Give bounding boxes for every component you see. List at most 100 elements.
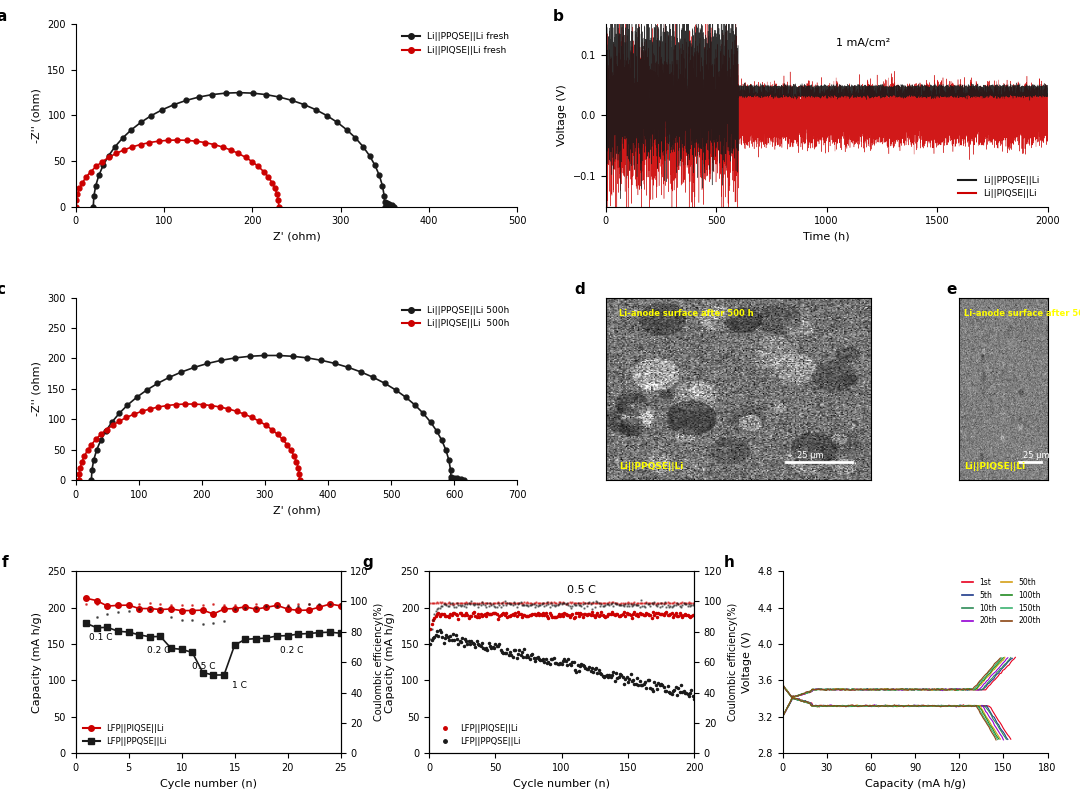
LFP||PPQSE||Li — [122, 627, 135, 637]
LFP||PIQSE||Li — [91, 596, 104, 606]
Legend: Li||PPQSE||Li 500h, Li||PIQSE||Li  500h: Li||PPQSE||Li 500h, Li||PIQSE||Li 500h — [399, 302, 513, 332]
Legend: 1st, 5th, 10th, 20th, 50th, 100th, 150th, 200th: 1st, 5th, 10th, 20th, 50th, 100th, 150th… — [959, 575, 1043, 629]
Y-axis label: Capacity (mA h/g): Capacity (mA h/g) — [386, 612, 395, 713]
Text: 1 mA/cm²: 1 mA/cm² — [836, 38, 890, 48]
Y-axis label: Coulombic efficiency(%): Coulombic efficiency(%) — [375, 603, 384, 721]
LFP||PPQSE||Li — [80, 618, 93, 628]
Text: 25 μm: 25 μm — [797, 451, 823, 460]
X-axis label: Z' (ohm): Z' (ohm) — [272, 232, 321, 242]
Line: LFP||PIQSE||Li: LFP||PIQSE||Li — [429, 610, 697, 632]
Text: h: h — [725, 556, 735, 570]
Y-axis label: Voltage (V): Voltage (V) — [557, 84, 567, 147]
LFP||PPQSE||Li — [186, 647, 199, 657]
LFP||PPQSE||Li — [197, 667, 210, 677]
LFP||PPQSE||Li — [133, 630, 146, 640]
LFP||PIQSE||Li — [144, 603, 157, 613]
LFP||PPQSE||Li — [154, 632, 167, 642]
LFP||PPQSE||Li — [100, 622, 113, 632]
LFP||PIQSE||Li — [207, 609, 220, 619]
LFP||PPQSE||Li — [313, 628, 326, 637]
Text: 0.5 C: 0.5 C — [192, 663, 216, 671]
LFP||PIQSE||Li — [495, 610, 508, 620]
Text: 0.5 C: 0.5 C — [567, 585, 596, 595]
Y-axis label: Capacity (mA h/g): Capacity (mA h/g) — [31, 612, 42, 713]
Text: c: c — [0, 282, 5, 297]
LFP||PPQSE||Li — [474, 642, 487, 651]
Legend: LFP||PIQSE||Li, LFP||PPQSE||Li: LFP||PIQSE||Li, LFP||PPQSE||Li — [433, 720, 524, 749]
LFP||PPQSE||Li — [666, 686, 679, 696]
LFP||PIQSE||Li — [239, 602, 252, 612]
LFP||PIQSE||Li — [186, 606, 199, 616]
LFP||PPQSE||Li — [436, 632, 449, 642]
Text: d: d — [573, 282, 584, 297]
LFP||PIQSE||Li — [423, 625, 436, 634]
LFP||PIQSE||Li — [292, 606, 305, 616]
LFP||PIQSE||Li — [334, 601, 347, 611]
Line: LFP||PPQSE||Li: LFP||PPQSE||Li — [429, 628, 697, 701]
LFP||PIQSE||Li — [440, 611, 453, 620]
Line: LFP||PIQSE||Li: LFP||PIQSE||Li — [83, 595, 343, 616]
Line: LFP||PPQSE||Li: LFP||PPQSE||Li — [83, 620, 343, 678]
LFP||PIQSE||Li — [249, 604, 262, 614]
Y-axis label: -Z'' (ohm): -Z'' (ohm) — [31, 361, 42, 416]
Y-axis label: Voltage (V): Voltage (V) — [742, 631, 752, 693]
LFP||PIQSE||Li — [281, 604, 294, 614]
LFP||PPQSE||Li — [175, 645, 188, 654]
LFP||PIQSE||Li — [80, 594, 93, 603]
Text: f: f — [1, 556, 8, 570]
Text: 0.1 C: 0.1 C — [89, 633, 112, 642]
Text: Li-anode surface after 500 h: Li-anode surface after 500 h — [619, 309, 754, 318]
LFP||PIQSE||Li — [164, 604, 177, 614]
Legend: LFP||PIQSE||Li, LFP||PPQSE||Li: LFP||PIQSE||Li, LFP||PPQSE||Li — [80, 720, 171, 749]
LFP||PIQSE||Li — [228, 603, 241, 613]
LFP||PIQSE||Li — [666, 612, 679, 621]
LFP||PIQSE||Li — [100, 601, 113, 611]
LFP||PIQSE||Li — [154, 605, 167, 615]
LFP||PPQSE||Li — [271, 631, 284, 641]
LFP||PPQSE||Li — [217, 670, 230, 680]
LFP||PIQSE||Li — [688, 610, 701, 620]
LFP||PIQSE||Li — [473, 612, 486, 622]
LFP||PIQSE||Li — [197, 605, 210, 615]
LFP||PPQSE||Li — [111, 626, 124, 636]
Text: 25 μm: 25 μm — [1023, 451, 1050, 460]
Text: Li||PPQSE||Li: Li||PPQSE||Li — [619, 462, 684, 471]
X-axis label: Cycle number (n): Cycle number (n) — [513, 778, 610, 789]
Text: 1 C: 1 C — [232, 680, 247, 689]
LFP||PPQSE||Li — [324, 627, 337, 637]
Text: b: b — [553, 9, 564, 23]
Text: e: e — [946, 282, 957, 297]
LFP||PPQSE||Li — [249, 633, 262, 643]
LFP||PPQSE||Li — [91, 623, 104, 633]
Text: Li||PIQSE||Li: Li||PIQSE||Li — [963, 462, 1025, 471]
X-axis label: Time (h): Time (h) — [804, 232, 850, 242]
LFP||PIQSE||Li — [260, 603, 273, 612]
LFP||PPQSE||Li — [676, 687, 689, 697]
LFP||PPQSE||Li — [144, 632, 157, 642]
LFP||PPQSE||Li — [334, 629, 347, 638]
X-axis label: Capacity (mA h/g): Capacity (mA h/g) — [865, 778, 966, 789]
LFP||PPQSE||Li — [239, 634, 252, 644]
LFP||PPQSE||Li — [302, 629, 315, 638]
Text: 0.2 C: 0.2 C — [147, 646, 171, 655]
LFP||PPQSE||Li — [260, 633, 273, 643]
LFP||PIQSE||Li — [133, 603, 146, 613]
Text: a: a — [0, 9, 6, 23]
LFP||PIQSE||Li — [122, 600, 135, 610]
Text: g: g — [363, 556, 374, 570]
LFP||PPQSE||Li — [688, 693, 701, 703]
LFP||PIQSE||Li — [434, 609, 447, 619]
LFP||PPQSE||Li — [281, 631, 294, 641]
LFP||PPQSE||Li — [423, 639, 436, 649]
LFP||PPQSE||Li — [441, 633, 454, 642]
X-axis label: Cycle number (n): Cycle number (n) — [160, 778, 257, 789]
LFP||PIQSE||Li — [111, 600, 124, 610]
LFP||PIQSE||Li — [324, 599, 337, 609]
LFP||PIQSE||Li — [676, 612, 689, 622]
LFP||PPQSE||Li — [496, 647, 509, 657]
LFP||PPQSE||Li — [164, 643, 177, 653]
Legend: Li||PPQSE||Li, Li||PIQSE||Li: Li||PPQSE||Li, Li||PIQSE||Li — [955, 173, 1043, 202]
LFP||PPQSE||Li — [292, 629, 305, 639]
Text: 0.2 C: 0.2 C — [280, 646, 303, 655]
LFP||PIQSE||Li — [313, 603, 326, 612]
